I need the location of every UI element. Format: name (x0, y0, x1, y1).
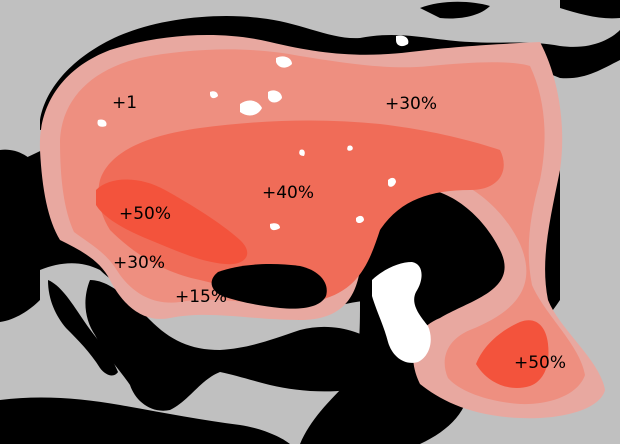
lake-ladoga (240, 100, 262, 116)
label-scandinavia: +1 (112, 93, 137, 113)
label-east: +50% (514, 353, 566, 373)
label-balkans: +30% (113, 253, 165, 273)
land-west (0, 149, 40, 322)
caspian-sea (372, 262, 431, 363)
label-central: +40% (262, 183, 314, 203)
black-sea (211, 264, 327, 309)
range-zones (39, 35, 605, 419)
white-sea-lakes (276, 35, 409, 68)
label-anatolia: +15% (175, 287, 227, 307)
zone-50-east (476, 320, 549, 388)
land-africa (0, 397, 290, 444)
zone-50-west (96, 179, 248, 265)
zone-labels: +1 +30% +40% +50% +30% +15% +50% (112, 93, 566, 373)
land-arctic-islands (420, 0, 620, 19)
land-balkans-anatolia (85, 280, 386, 411)
label-north: +30% (385, 94, 437, 114)
inland-water (97, 35, 431, 363)
land-italy (48, 280, 118, 376)
label-west: +50% (119, 204, 171, 224)
lake-onega (268, 90, 282, 103)
